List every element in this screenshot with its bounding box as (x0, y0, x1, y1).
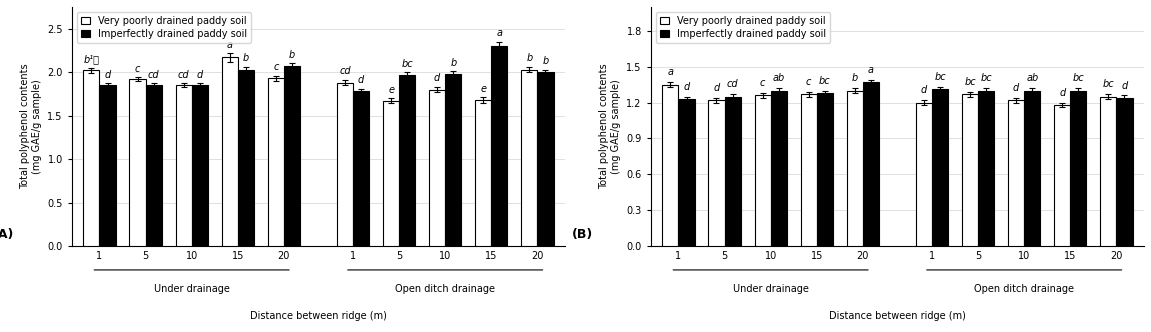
Text: b: b (289, 50, 295, 60)
Bar (771, 91, 787, 246)
Bar (145, 85, 161, 246)
Text: d: d (684, 82, 689, 92)
Text: b: b (526, 53, 533, 63)
Text: (B): (B) (572, 228, 593, 241)
Text: cd: cd (177, 70, 190, 80)
Bar (83, 70, 99, 246)
Text: Distance between ridge (m): Distance between ridge (m) (250, 311, 387, 321)
Text: bc: bc (981, 73, 992, 83)
Text: bc: bc (1073, 73, 1084, 83)
Text: a: a (668, 67, 673, 77)
Bar (1116, 98, 1133, 246)
Bar (978, 91, 994, 246)
Bar (755, 95, 771, 246)
Text: d: d (1121, 81, 1128, 91)
Y-axis label: Total polyphenol contents
(mg GAE/g sample): Total polyphenol contents (mg GAE/g samp… (600, 64, 620, 189)
Bar (192, 85, 208, 246)
Text: Under drainage: Under drainage (154, 284, 229, 294)
Bar (1070, 91, 1087, 246)
Bar (429, 90, 445, 246)
Bar (962, 94, 978, 246)
Text: d: d (434, 73, 441, 83)
Bar (383, 101, 399, 246)
Text: b: b (542, 56, 549, 66)
Text: c: c (273, 62, 279, 72)
Bar (1100, 97, 1116, 246)
Text: d: d (358, 75, 364, 85)
Bar (399, 75, 416, 246)
Text: a: a (496, 28, 502, 38)
Bar (129, 79, 145, 246)
Text: c: c (806, 77, 811, 87)
Text: b: b (450, 58, 457, 68)
Text: ab: ab (1027, 73, 1038, 83)
Text: cd: cd (726, 79, 739, 89)
Text: d: d (197, 70, 203, 80)
Bar (284, 66, 300, 246)
Text: ab: ab (772, 73, 785, 83)
Bar (916, 103, 932, 246)
Bar (475, 100, 491, 246)
Text: e: e (388, 85, 394, 95)
Bar (353, 91, 369, 246)
Text: a: a (227, 40, 233, 49)
Text: bc: bc (1103, 79, 1114, 89)
Text: Under drainage: Under drainage (733, 284, 809, 294)
Bar (724, 97, 741, 246)
Bar (99, 85, 115, 246)
Text: Distance between ridge (m): Distance between ridge (m) (829, 311, 966, 321)
Text: Open ditch drainage: Open ditch drainage (395, 284, 495, 294)
Text: Open ditch drainage: Open ditch drainage (974, 284, 1074, 294)
Text: c: c (135, 64, 140, 74)
Bar (1008, 100, 1024, 246)
Legend: Very poorly drained paddy soil, Imperfectly drained paddy soil: Very poorly drained paddy soil, Imperfec… (656, 12, 830, 42)
Text: c: c (760, 78, 765, 88)
Bar (932, 89, 948, 246)
Text: d: d (105, 70, 110, 80)
Bar (491, 46, 508, 246)
Legend: Very poorly drained paddy soil, Imperfectly drained paddy soil: Very poorly drained paddy soil, Imperfec… (77, 12, 251, 42)
Text: d: d (1059, 88, 1066, 98)
Text: bc: bc (820, 76, 831, 86)
Text: cd: cd (147, 70, 160, 80)
Text: cd: cd (340, 66, 351, 76)
Bar (863, 82, 879, 246)
Bar (222, 57, 238, 246)
Text: a: a (868, 65, 874, 75)
Text: b: b (243, 53, 249, 63)
Bar (521, 69, 538, 246)
Text: d: d (1013, 83, 1020, 93)
Bar (176, 85, 192, 246)
Bar (1024, 91, 1041, 246)
Bar (238, 69, 254, 246)
Bar (538, 72, 554, 246)
Bar (445, 74, 462, 246)
Bar (847, 91, 863, 246)
Bar (268, 78, 284, 246)
Bar (678, 99, 694, 246)
Bar (801, 94, 817, 246)
Text: d: d (714, 83, 719, 93)
Text: e: e (480, 84, 486, 94)
Text: b: b (852, 73, 857, 83)
Bar (337, 83, 353, 246)
Text: (A): (A) (0, 228, 14, 241)
Text: b¹⧳: b¹⧳ (83, 54, 99, 64)
Y-axis label: Total polyphenol contents
(mg GAE/g sample): Total polyphenol contents (mg GAE/g samp… (20, 64, 41, 189)
Text: bc: bc (935, 72, 946, 82)
Text: bc: bc (402, 59, 413, 69)
Bar (662, 85, 678, 246)
Bar (708, 100, 724, 246)
Bar (817, 93, 833, 246)
Text: bc: bc (965, 77, 976, 87)
Text: d: d (921, 85, 927, 95)
Bar (1054, 105, 1070, 246)
